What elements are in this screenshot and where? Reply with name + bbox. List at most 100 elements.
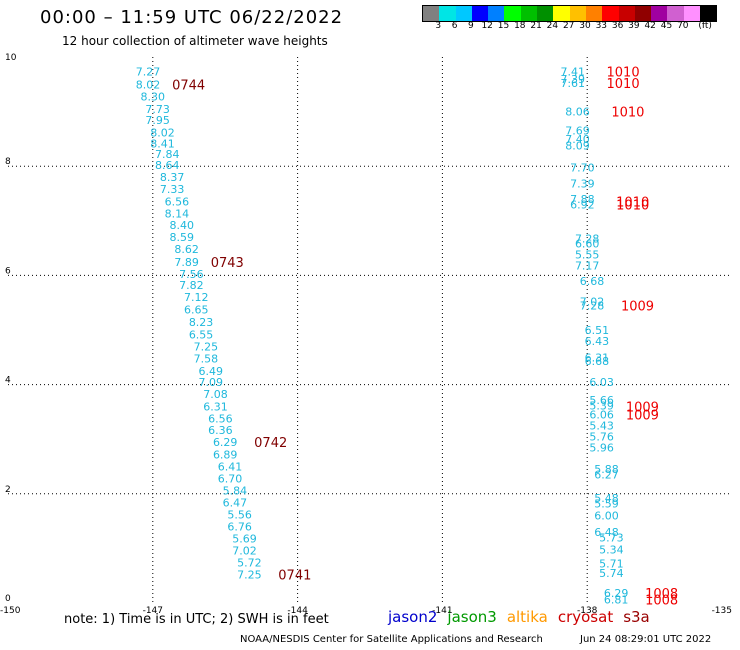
swh-value: 5.72 bbox=[237, 557, 262, 570]
track-time-label: 1009 bbox=[626, 400, 659, 415]
legend-entry-s3a: s3a bbox=[623, 608, 650, 626]
y-tick-label: 10 bbox=[5, 53, 17, 63]
swh-value: 6.49 bbox=[198, 365, 223, 378]
swh-value: 8.23 bbox=[189, 316, 214, 329]
swh-value: 7.02 bbox=[580, 296, 605, 309]
track-time-label: 0742 bbox=[254, 436, 287, 451]
swh-value: 8.02 bbox=[150, 126, 175, 139]
swh-value: 7.08 bbox=[203, 388, 228, 401]
colorbar-swatch bbox=[569, 6, 586, 21]
colorbar-swatch bbox=[667, 6, 684, 21]
track-time-label: 1008 bbox=[645, 594, 678, 609]
legend-entry-altika: altika bbox=[506, 608, 548, 626]
swh-value: 8.06 bbox=[565, 106, 590, 119]
swh-value: 6.48 bbox=[594, 526, 619, 539]
colorbar-label: 21 bbox=[530, 21, 542, 31]
x-tick-label: -135 bbox=[712, 606, 732, 616]
swh-value: 6.68 bbox=[580, 275, 605, 288]
colorbar-label: 18 bbox=[514, 21, 526, 31]
swh-value: 7.25 bbox=[237, 569, 262, 582]
swh-value: 6.60 bbox=[575, 238, 600, 251]
x-tick-label: -150 bbox=[0, 606, 21, 616]
swh-value: 5.59 bbox=[594, 498, 619, 511]
track-time-label: 1010 bbox=[616, 196, 649, 211]
swh-value: 8.41 bbox=[150, 137, 175, 150]
swh-value: 5.66 bbox=[589, 394, 614, 407]
swh-value: 5.56 bbox=[227, 509, 252, 522]
swh-value: 6.92 bbox=[570, 198, 595, 211]
track-time-label: 0744 bbox=[172, 78, 205, 93]
colorbar-label: 12 bbox=[481, 21, 493, 31]
swh-value: 7.61 bbox=[560, 77, 585, 90]
track-time-label: 1010 bbox=[616, 198, 649, 213]
colorbar-label: 70 bbox=[677, 21, 689, 31]
swh-value: 6.06 bbox=[589, 409, 614, 422]
x-tick-label: -138 bbox=[577, 606, 598, 616]
colorbar-swatch bbox=[700, 6, 717, 21]
colorbar-swatch bbox=[537, 6, 554, 21]
legend-entry-jason2: jason2 bbox=[388, 608, 438, 626]
swh-value: 6.29 bbox=[604, 587, 629, 600]
y-tick-label: 6 bbox=[5, 266, 11, 276]
y-tick-label: 8 bbox=[5, 157, 11, 167]
swh-value: 7.89 bbox=[174, 256, 199, 269]
swh-value: 5.43 bbox=[589, 420, 614, 433]
swh-value: 6.27 bbox=[594, 469, 619, 482]
track-time-label: 1010 bbox=[607, 66, 640, 81]
swh-value: 7.02 bbox=[232, 545, 257, 558]
swh-value: 8.62 bbox=[174, 243, 199, 256]
swh-value: 5.55 bbox=[575, 249, 600, 262]
swh-value: 6.81 bbox=[604, 594, 629, 607]
track-time-label: 0741 bbox=[278, 569, 311, 584]
swh-value: 6.76 bbox=[227, 521, 252, 534]
swh-value: 6.03 bbox=[589, 376, 614, 389]
swh-value: 5.39 bbox=[589, 399, 614, 412]
colorbar-label: 3 bbox=[435, 21, 442, 31]
swh-value: 5.48 bbox=[594, 492, 619, 505]
swh-value: 5.34 bbox=[599, 543, 624, 556]
swh-value: 6.89 bbox=[213, 448, 238, 461]
swh-value: 8.37 bbox=[160, 171, 185, 184]
swh-value: 5.73 bbox=[599, 531, 624, 544]
swh-value: 7.27 bbox=[136, 66, 161, 79]
colorbar-label: (ft) bbox=[698, 21, 712, 31]
track-time-label: 1010 bbox=[607, 77, 640, 92]
swh-value: 6.68 bbox=[585, 355, 610, 368]
x-tick-label: -147 bbox=[143, 606, 163, 616]
x-tick-label: -144 bbox=[287, 606, 308, 616]
swh-value: 5.71 bbox=[599, 558, 624, 571]
swh-value: 7.82 bbox=[179, 279, 204, 292]
swh-value: 6.29 bbox=[213, 436, 238, 449]
track-time-label: 1009 bbox=[626, 409, 659, 424]
y-tick-label: 2 bbox=[5, 485, 11, 495]
footer-organization: NOAA/NESDIS Center for Satellite Applica… bbox=[240, 634, 543, 645]
swh-value: 7.28 bbox=[575, 232, 600, 245]
swh-value: 8.02 bbox=[136, 78, 161, 91]
swh-value: 6.47 bbox=[223, 497, 248, 510]
swh-value: 6.51 bbox=[585, 324, 610, 337]
swh-value: 6.65 bbox=[184, 303, 209, 316]
colorbar-label: 6 bbox=[451, 21, 458, 31]
swh-value: 5.96 bbox=[589, 441, 614, 454]
swh-value: 7.41 bbox=[560, 66, 585, 79]
swh-value: 6.00 bbox=[594, 510, 619, 523]
swh-value: 5.88 bbox=[594, 463, 619, 476]
colorbar-swatch bbox=[553, 6, 570, 21]
colorbar-label: 33 bbox=[595, 21, 608, 31]
swh-value: 7.09 bbox=[198, 376, 223, 389]
colorbar-label: 45 bbox=[660, 21, 673, 31]
swh-value: 8.14 bbox=[165, 208, 190, 221]
swh-value: 7.40 bbox=[565, 133, 590, 146]
colorbar-swatch bbox=[520, 6, 538, 21]
colorbar-swatch bbox=[618, 6, 635, 21]
colorbar-label: 15 bbox=[497, 21, 510, 31]
swh-value: 6.36 bbox=[208, 424, 233, 437]
swh-value: 7.70 bbox=[570, 161, 595, 174]
track-time-label: 1010 bbox=[611, 106, 644, 121]
swh-value: 6.56 bbox=[165, 196, 190, 209]
colorbar-label: 9 bbox=[468, 21, 474, 31]
swh-value: 5.69 bbox=[232, 533, 257, 546]
swh-value: 7.73 bbox=[145, 103, 170, 116]
swh-value: 7.69 bbox=[565, 125, 590, 138]
